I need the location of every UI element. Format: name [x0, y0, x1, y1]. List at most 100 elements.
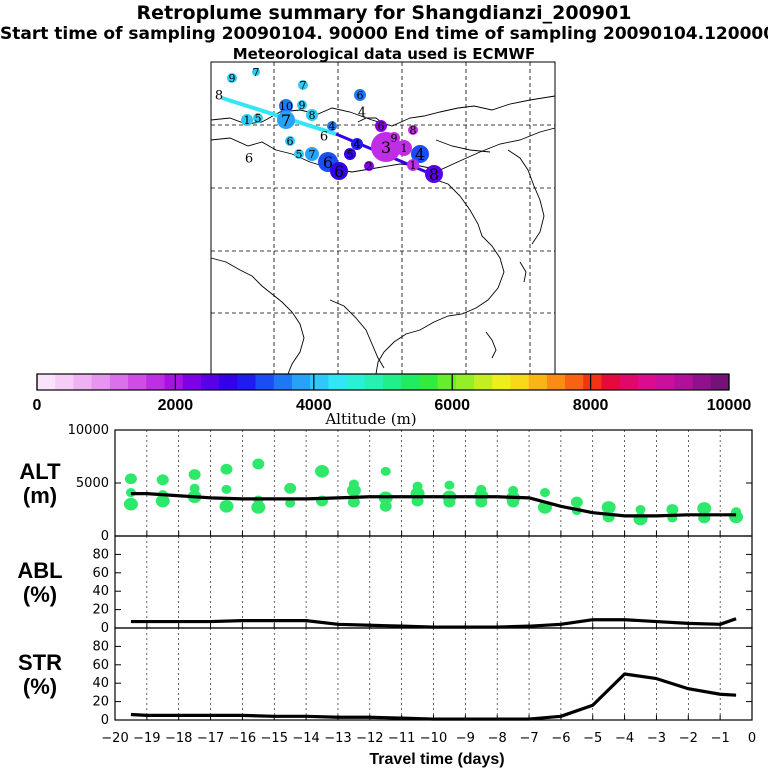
- plume-marker: 7: [298, 79, 308, 92]
- y-tick-label: 10000: [68, 423, 109, 438]
- chart-title: Retroplume summary for Shangdianzi_20090…: [136, 2, 632, 24]
- altitude-scatter-point: [251, 501, 266, 514]
- y-tick-label: 0: [101, 713, 109, 728]
- x-tick-label: −8: [488, 731, 507, 746]
- plume-marker-dot: [351, 138, 363, 150]
- plume-marker-label: 3: [381, 138, 391, 157]
- plume-marker-dot: [253, 113, 263, 123]
- plume-marker-dot: [241, 114, 253, 126]
- plume-marker-label: 8: [215, 89, 223, 104]
- plume-marker: 8: [425, 165, 443, 184]
- altitude-scatter-point: [379, 500, 392, 512]
- colorbar-swatch: [255, 374, 275, 390]
- plume-marker-label: 4: [358, 106, 366, 121]
- colorbar-swatch: [528, 374, 548, 390]
- x-tick-label: −9: [456, 731, 475, 746]
- plume-marker-dot: [375, 120, 387, 132]
- x-tick-label: −17: [197, 731, 224, 746]
- panel-ylabel: ABL: [17, 558, 62, 583]
- plume-marker-dot: [344, 148, 356, 160]
- plume-marker-label: 8: [429, 165, 439, 184]
- plume-marker-label: 4: [415, 145, 425, 164]
- colorbar-swatch: [565, 374, 584, 390]
- plume-marker: 6: [245, 152, 253, 167]
- colorbar-tick-label: 0: [33, 397, 42, 414]
- plume-marker-label: 6: [287, 135, 294, 148]
- plume-marker: 6: [320, 130, 328, 145]
- panel-ylabel: STR: [18, 650, 62, 675]
- altitude-scatter-point: [221, 484, 232, 494]
- plume-marker: 5: [253, 112, 263, 125]
- altitude-scatter-point: [284, 482, 297, 494]
- plume-marker-label: 1: [244, 114, 251, 127]
- plume-marker: 7: [305, 147, 319, 161]
- altitude-scatter-point: [443, 496, 456, 508]
- plume-marker: 6: [354, 89, 366, 102]
- colorbar-swatch: [200, 374, 220, 390]
- colorbar-tick-label: 10000: [707, 397, 752, 414]
- altitude-scatter-point: [635, 505, 646, 514]
- colorbar-swatch: [437, 374, 457, 390]
- colorbar-swatch: [91, 374, 111, 390]
- y-tick-label: 80: [92, 639, 109, 654]
- altitude-scatter-point: [252, 458, 265, 470]
- plume-marker-dot: [388, 132, 400, 144]
- colorbar-swatch: [474, 374, 493, 390]
- x-axis-label: Travel time (days): [369, 751, 504, 768]
- plume-marker-label: 10: [279, 100, 293, 113]
- colorbar-swatch: [583, 374, 603, 390]
- colorbar-swatch: [346, 374, 366, 390]
- x-tick-label: −15: [261, 731, 288, 746]
- plume-marker: 9: [297, 99, 307, 112]
- plume-marker: 4: [411, 145, 429, 164]
- plume-marker-label: 6: [320, 130, 328, 145]
- x-tick-label: −12: [356, 731, 383, 746]
- colorbar-swatch: [455, 374, 475, 390]
- plume-marker-label: 6: [334, 162, 344, 181]
- y-tick-label: 40: [92, 676, 109, 691]
- x-tick-label: −6: [551, 731, 570, 746]
- plume-marker-label: 6: [378, 120, 385, 133]
- colorbar-swatch: [674, 374, 694, 390]
- altitude-scatter-point: [601, 501, 616, 514]
- plume-marker-dot: [252, 68, 260, 76]
- sampling-times: Start time of sampling 20090104. 90000 E…: [0, 24, 768, 44]
- colorbar-swatch: [692, 374, 712, 390]
- x-tick-label: −20: [101, 731, 128, 746]
- plume-marker-dot: [407, 159, 419, 171]
- y-tick-label: 0: [101, 621, 109, 636]
- colorbar-swatch: [310, 374, 329, 390]
- plume-marker: 6: [285, 135, 295, 148]
- plume-marker-label: 7: [253, 66, 260, 79]
- plume-marker: 5: [294, 148, 304, 161]
- colorbar-swatch: [164, 374, 184, 390]
- x-tick-label: −19: [133, 731, 160, 746]
- plume-marker: 8: [306, 109, 318, 122]
- colorbar-swatch: [637, 374, 657, 390]
- colorbar-swatch: [146, 374, 165, 390]
- plume-marker-label: 7: [300, 79, 307, 92]
- altitude-scatter-point: [315, 465, 330, 478]
- plume-marker-label: 1: [401, 142, 408, 155]
- colorbar-swatch: [492, 374, 511, 390]
- y-tick-label: 20: [92, 603, 109, 618]
- plume-marker-label: 9: [229, 72, 236, 85]
- plume-marker: 1: [396, 140, 412, 156]
- x-tick-label: 0: [748, 731, 756, 746]
- plume-marker-dot: [425, 165, 443, 183]
- altitude-scatter-point: [124, 473, 137, 485]
- plume-marker-label: 6: [357, 89, 364, 102]
- plume-marker: 4: [327, 120, 337, 133]
- met-data-note: Meteorological data used is ECMWF: [232, 45, 536, 63]
- plume-marker-dot: [294, 149, 304, 159]
- altitude-scatter-point: [219, 500, 234, 513]
- plume-marker-dot: [227, 73, 237, 83]
- plume-marker-label: 4: [354, 138, 361, 151]
- panel-ylabel-unit: (%): [23, 582, 57, 607]
- plume-marker-dot: [396, 140, 412, 156]
- altitude-scatter-point: [697, 502, 712, 515]
- plume-marker-dot: [285, 136, 295, 146]
- altitude-scatter-point: [475, 496, 488, 508]
- y-tick-label: 60: [92, 566, 109, 581]
